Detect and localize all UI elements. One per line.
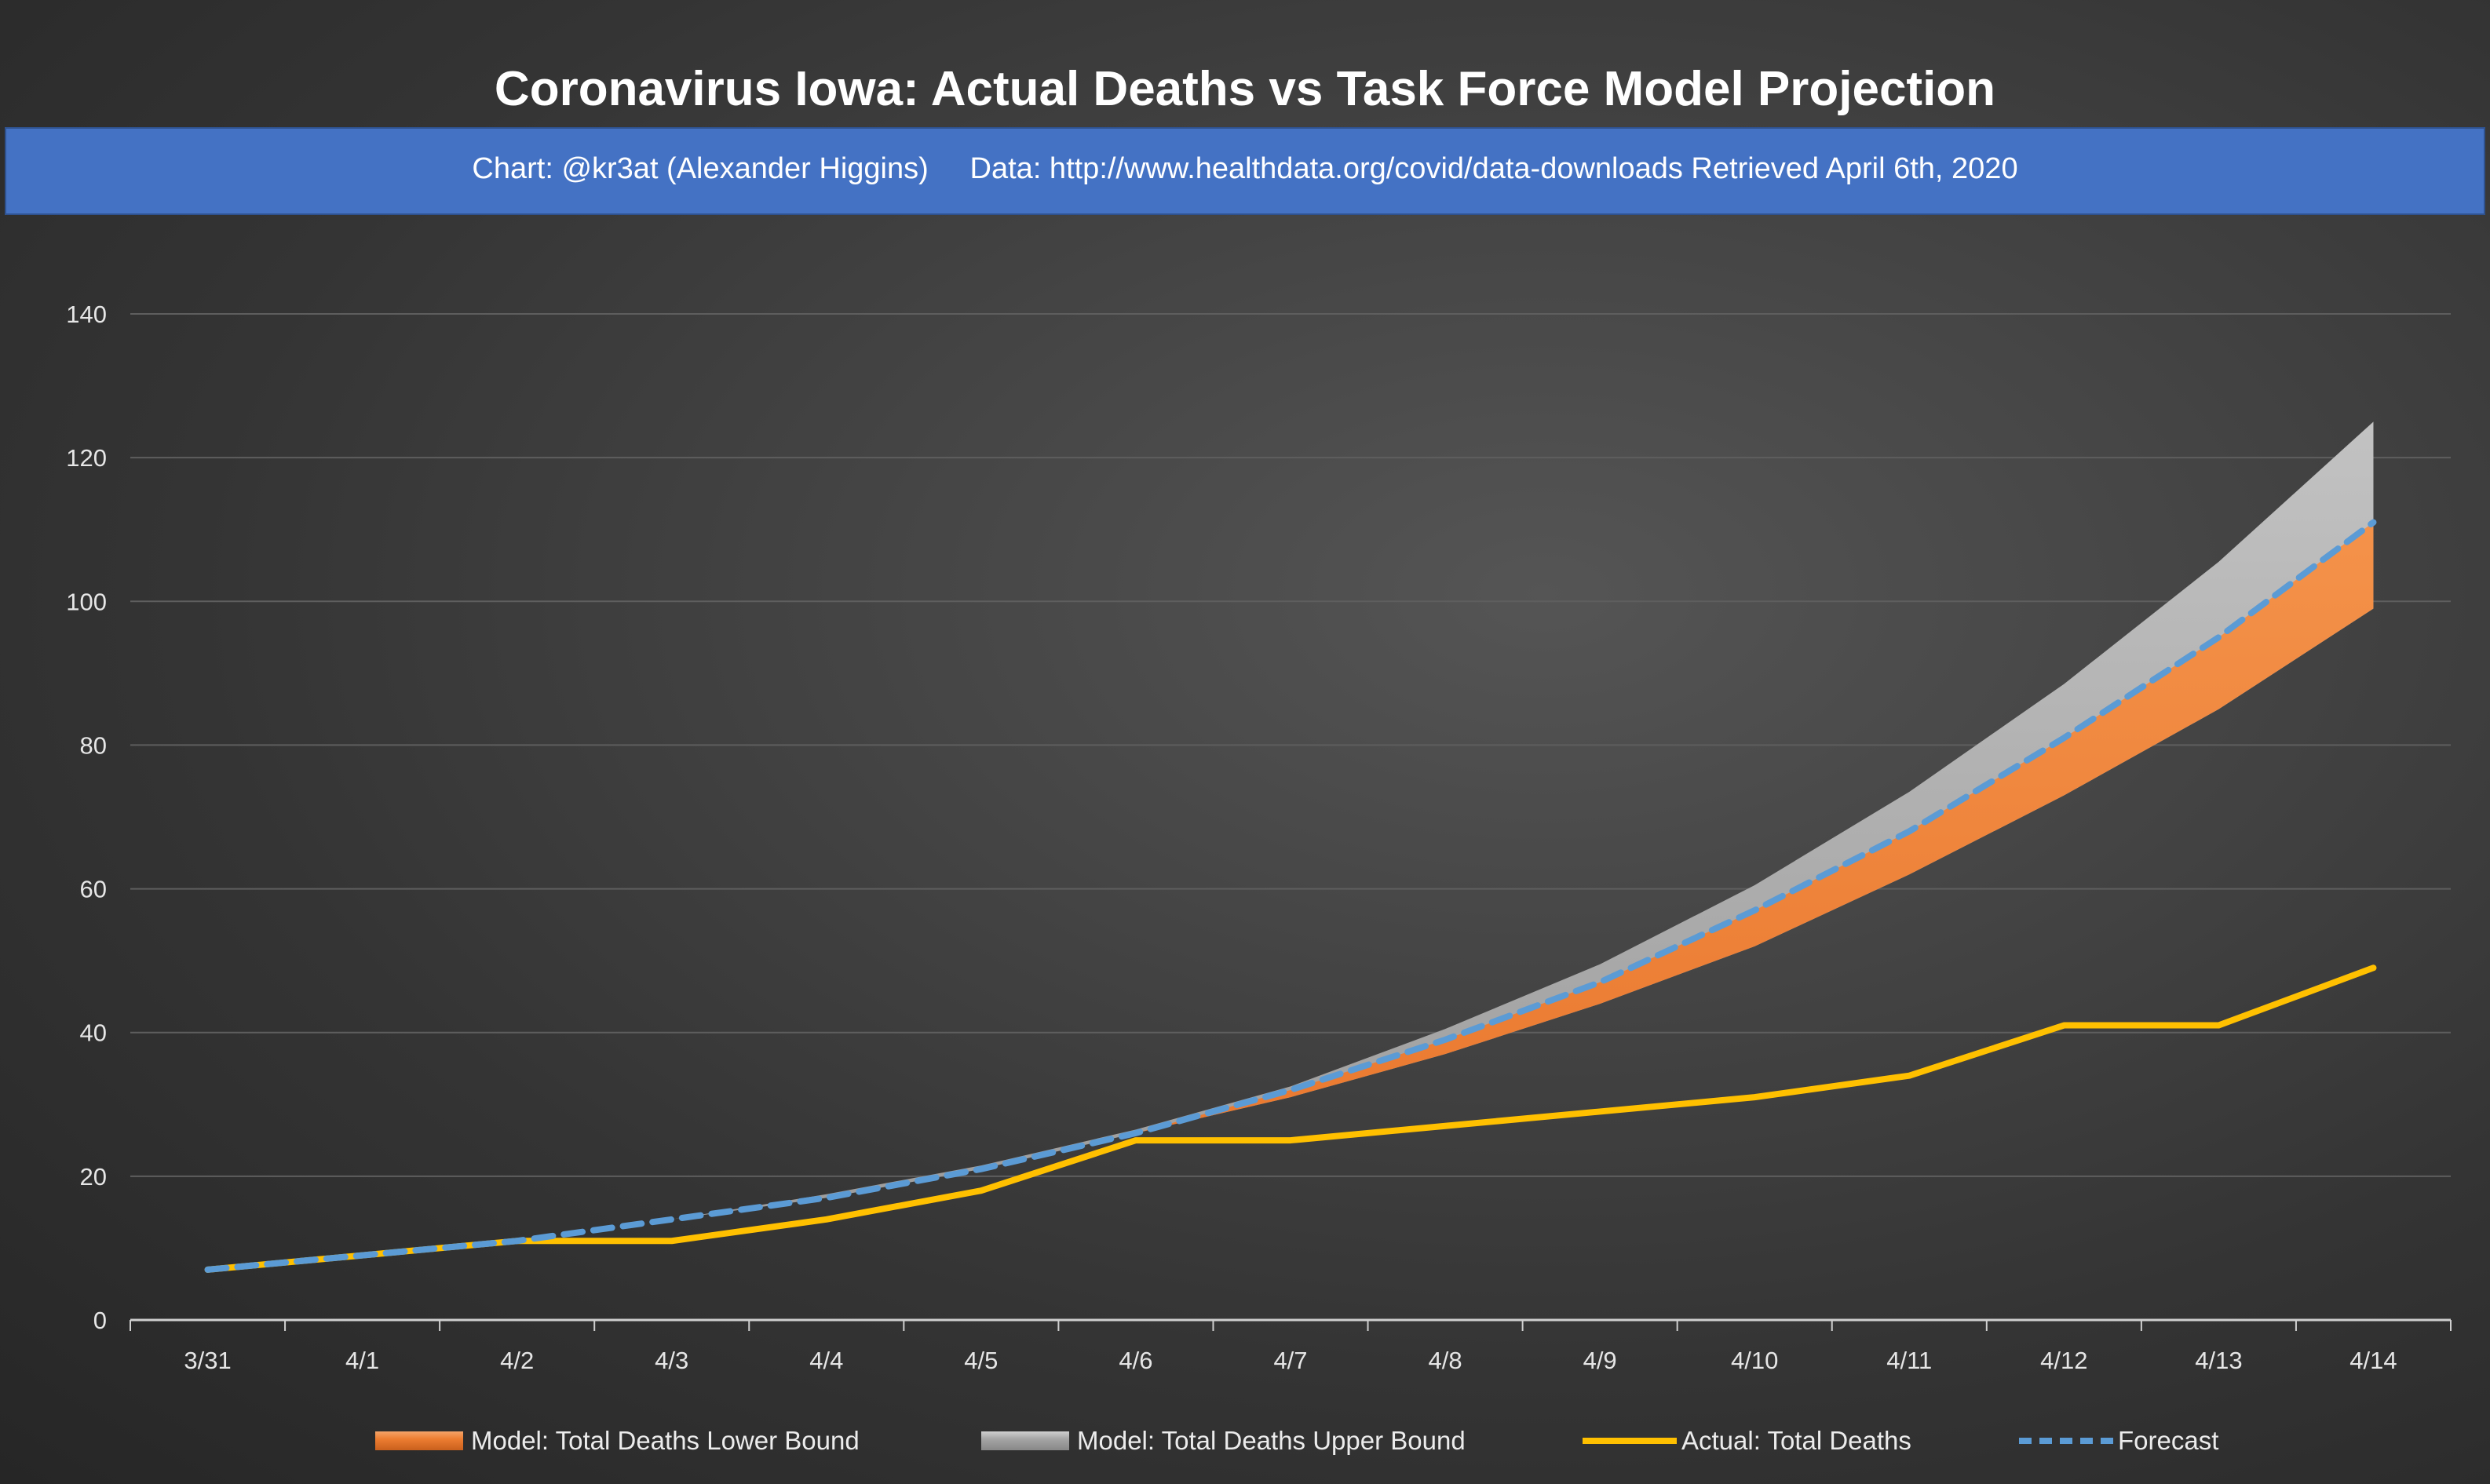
legend-item-upper-bound[interactable]: Model: Total Deaths Upper Bound [981,1417,1466,1464]
legend: Model: Total Deaths Lower Bound Model: T… [0,1417,2490,1464]
axes: 0 20 40 60 80 100 120 140 3/31 4/1 4/2 4/3 4/4 4/5 4/6… [66,301,2452,1374]
chart-title: Coronavirus Iowa: Actual Deaths vs Task … [494,62,1996,116]
x-tick-label: 4/11 [1886,1347,1932,1374]
area-series [207,421,2374,1270]
x-tick-label: 4/1 [345,1347,379,1374]
x-tick-label: 4/3 [655,1347,688,1374]
y-tick-label: 120 [66,444,107,472]
legend-label-upper-bound: Model: Total Deaths Upper Bound [1077,1426,1466,1455]
legend-swatch-upper-bound [981,1431,1069,1450]
x-tick-label: 4/7 [1273,1347,1307,1374]
y-tick-label: 60 [80,876,107,903]
y-tick-label: 20 [80,1163,107,1190]
x-tick-label: 4/8 [1429,1347,1462,1374]
x-tick-label: 4/10 [1731,1347,1778,1374]
x-tick-label: 4/14 [2349,1347,2397,1374]
y-tick-label: 40 [80,1019,107,1047]
line-forecast [204,519,2377,1273]
y-tick-label: 0 [93,1307,107,1334]
legend-label-lower-bound: Model: Total Deaths Lower Bound [471,1426,860,1455]
x-tick-label: 4/12 [2040,1347,2087,1374]
y-tick-label: 100 [66,588,107,615]
legend-label-forecast: Forecast [2118,1426,2219,1455]
legend-item-forecast[interactable]: Forecast [2019,1417,2218,1464]
legend-swatch-lower-bound [375,1431,463,1450]
subtitle-banner: Chart: @kr3at (Alexander Higgins) Data: … [5,127,2485,215]
legend-label-actual: Actual: Total Deaths [1681,1426,1911,1455]
x-tick-label: 4/13 [2195,1347,2242,1374]
x-tick-label: 4/9 [1583,1347,1617,1374]
x-tick-label: 4/5 [964,1347,998,1374]
subtitle-text: Chart: @kr3at (Alexander Higgins) Data: … [472,152,2018,185]
legend-swatch-actual [1583,1438,1677,1444]
line-actual-deaths [204,964,2377,1273]
x-tick-label: 3/31 [184,1347,231,1374]
legend-swatch-forecast [2019,1438,2113,1444]
line-series [204,519,2377,1273]
y-tick-label: 140 [66,301,107,328]
y-tick-label: 80 [80,731,107,759]
legend-item-actual[interactable]: Actual: Total Deaths [1583,1417,1911,1464]
legend-item-lower-bound[interactable]: Model: Total Deaths Lower Bound [375,1417,860,1464]
x-tick-label: 4/4 [809,1347,843,1374]
x-tick-label: 4/6 [1119,1347,1152,1374]
area-lower-bound [207,522,2374,1270]
x-tick-label: 4/2 [500,1347,534,1374]
